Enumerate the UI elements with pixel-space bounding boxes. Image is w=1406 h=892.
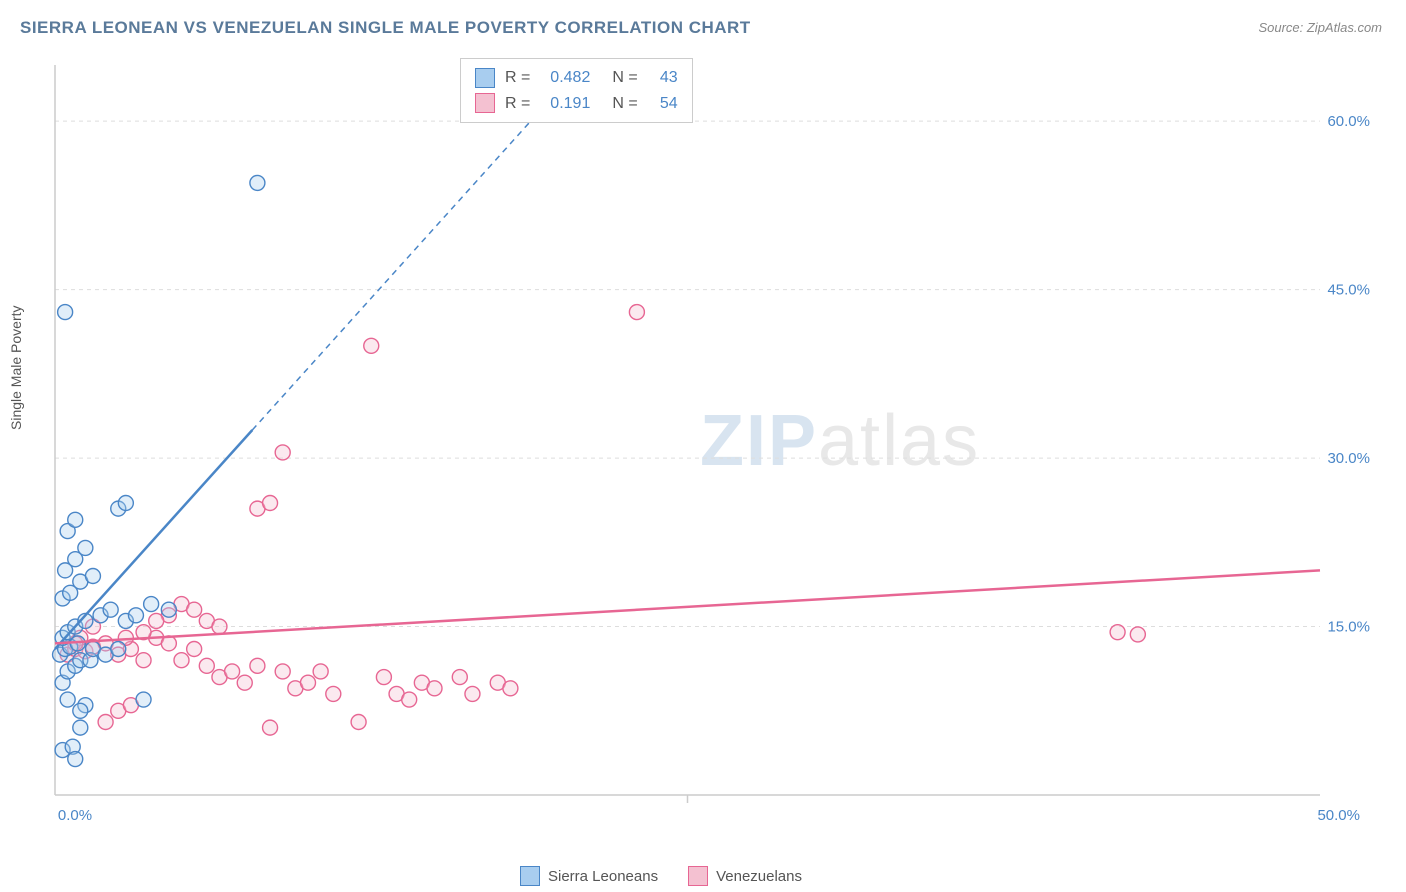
legend-label: Venezuelans: [716, 868, 802, 885]
legend-item: Sierra Leoneans: [520, 866, 658, 886]
legend-label: Sierra Leoneans: [548, 868, 658, 885]
scatter-point: [73, 720, 88, 735]
y-tick-label: 45.0%: [1327, 282, 1370, 299]
scatter-point: [149, 613, 164, 628]
scatter-point: [1130, 627, 1145, 642]
scatter-point: [427, 681, 442, 696]
stats-swatch: [475, 93, 495, 113]
scatter-point: [1110, 625, 1125, 640]
stats-swatch: [475, 68, 495, 88]
scatter-point: [136, 692, 151, 707]
chart-title: SIERRA LEONEAN VS VENEZUELAN SINGLE MALE…: [20, 18, 751, 38]
scatter-point: [364, 338, 379, 353]
scatter-point: [402, 692, 417, 707]
scatter-point: [128, 608, 143, 623]
scatter-point: [111, 642, 126, 657]
x-tick-label-end: 50.0%: [1317, 807, 1360, 824]
scatter-point: [187, 642, 202, 657]
legend-swatch: [688, 866, 708, 886]
scatter-point: [452, 670, 467, 685]
stats-r-value: 0.482: [540, 65, 590, 91]
scatter-point: [237, 675, 252, 690]
scatter-point: [144, 597, 159, 612]
legend-item: Venezuelans: [688, 866, 802, 886]
scatter-point: [103, 602, 118, 617]
scatter-point: [376, 670, 391, 685]
stats-n-value: 43: [648, 65, 678, 91]
stats-n-label: N =: [612, 91, 637, 117]
scatter-point: [250, 658, 265, 673]
scatter-point: [465, 686, 480, 701]
source-attribution: Source: ZipAtlas.com: [1258, 20, 1382, 35]
scatter-point: [250, 175, 265, 190]
scatter-point: [98, 715, 113, 730]
y-tick-label: 15.0%: [1327, 619, 1370, 636]
scatter-point: [263, 720, 278, 735]
scatter-point: [78, 540, 93, 555]
scatter-point: [212, 619, 227, 634]
scatter-point: [275, 445, 290, 460]
scatter-point: [73, 703, 88, 718]
scatter-point: [60, 692, 75, 707]
scatter-point: [275, 664, 290, 679]
stats-r-value: 0.191: [540, 91, 590, 117]
scatter-point: [199, 658, 214, 673]
scatter-point: [313, 664, 328, 679]
scatter-point: [503, 681, 518, 696]
scatter-point: [161, 602, 176, 617]
y-tick-label: 30.0%: [1327, 450, 1370, 467]
bottom-legend: Sierra Leoneans Venezuelans: [520, 866, 802, 886]
scatter-point: [136, 653, 151, 668]
y-tick-label: 60.0%: [1327, 113, 1370, 130]
x-tick-label-start: 0.0%: [58, 807, 92, 824]
scatter-point: [301, 675, 316, 690]
stats-row: R = 0.191 N = 54: [475, 91, 678, 117]
legend-swatch: [520, 866, 540, 886]
stats-r-label: R =: [505, 91, 530, 117]
scatter-point: [58, 305, 73, 320]
scatter-point: [187, 602, 202, 617]
stats-n-value: 54: [648, 91, 678, 117]
scatter-point: [174, 653, 189, 668]
y-axis-label: Single Male Poverty: [8, 305, 24, 430]
scatter-point: [629, 305, 644, 320]
scatter-point: [263, 496, 278, 511]
stats-row: R = 0.482 N = 43: [475, 65, 678, 91]
scatter-point: [68, 512, 83, 527]
stats-r-label: R =: [505, 65, 530, 91]
stats-n-label: N =: [612, 65, 637, 91]
chart-svg: 15.0% 30.0% 45.0% 60.0% 0.0% 50.0%: [50, 55, 1380, 825]
scatter-point: [68, 752, 83, 767]
correlation-stats-box: R = 0.482 N = 43 R = 0.191 N = 54: [460, 58, 693, 123]
scatter-point: [326, 686, 341, 701]
scatter-point: [225, 664, 240, 679]
scatter-point: [351, 715, 366, 730]
scatter-point: [118, 496, 133, 511]
scatter-point: [85, 569, 100, 584]
